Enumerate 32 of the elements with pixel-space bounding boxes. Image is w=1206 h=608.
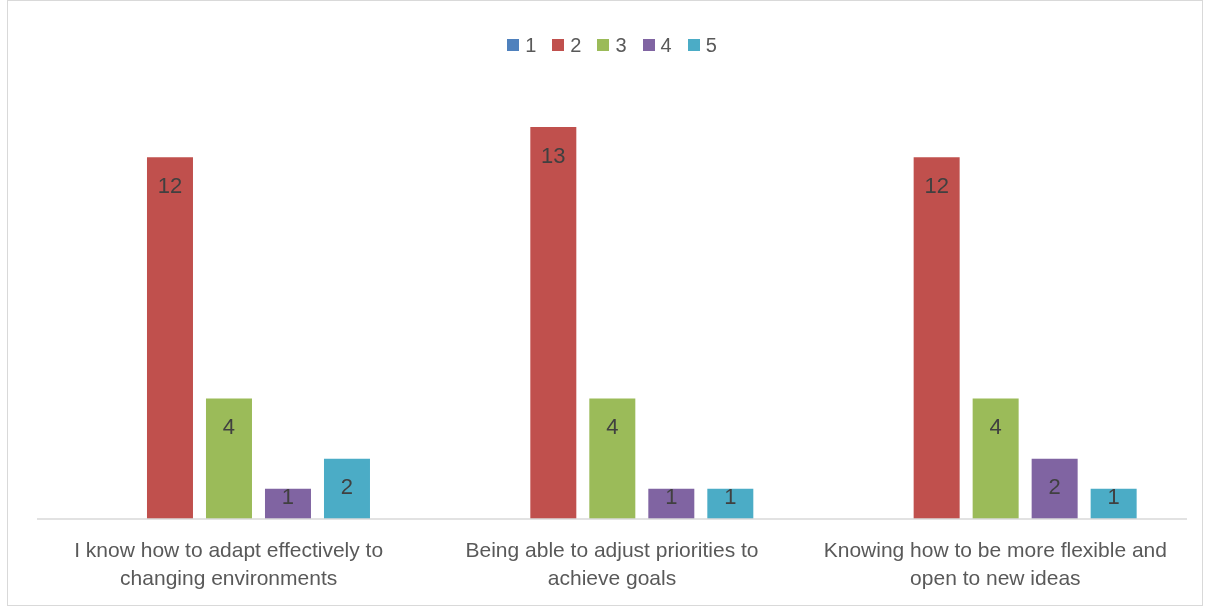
bar [913,157,960,519]
bar [972,398,1019,519]
data-label: 1 [724,483,737,509]
data-label: 4 [606,413,619,439]
bar [323,458,370,519]
x-tick-label: I know how to adapt effectively to changing environments [74,538,384,589]
bar [1031,458,1078,519]
bar [205,398,252,519]
bar [1090,488,1137,519]
data-label: 4 [989,413,1002,439]
bar [589,398,636,519]
bar [707,488,754,519]
bar [530,127,577,519]
data-label: 2 [340,474,354,500]
data-label: 12 [924,172,949,198]
bar [146,157,193,519]
legend-label: 1 [525,34,537,56]
x-tick-label: Being able to adjust priorities to achieve goals [465,538,759,589]
legend-label: 4 [660,34,672,56]
data-label: 2 [1048,474,1061,500]
data-label: 4 [222,413,236,439]
x-tick-label: Knowing how to be more flexible and open to new ideas [823,538,1167,589]
bar [648,488,695,519]
data-label: 12 [157,172,183,198]
bar [264,488,311,519]
legend-label: 5 [705,34,717,56]
data-label: 1 [665,483,678,509]
data-label: 1 [281,483,295,509]
legend-label: 3 [615,34,627,56]
legend-label: 2 [570,34,582,56]
data-label: 13 [541,142,566,168]
data-label: 1 [1107,483,1120,509]
